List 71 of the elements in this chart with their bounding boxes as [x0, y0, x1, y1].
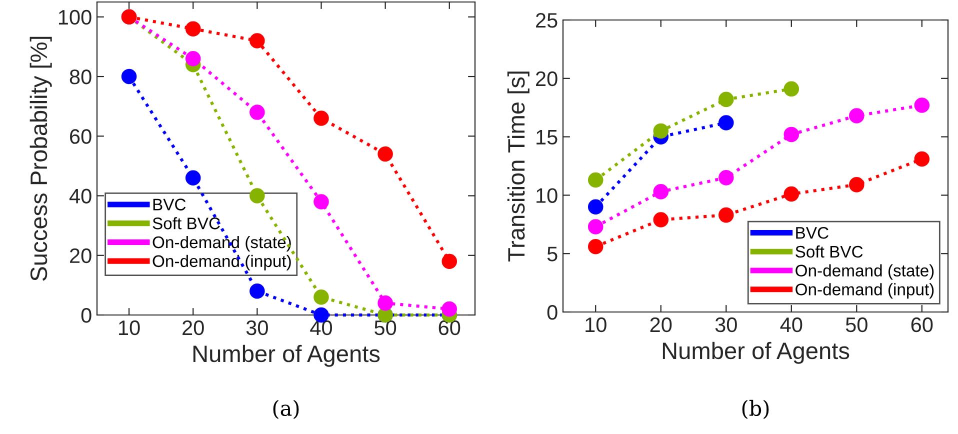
y-axis-title: Transition Time [s] [507, 72, 530, 262]
legend-label: BVC [796, 226, 828, 239]
point [653, 123, 669, 139]
legend-label: On-demand (input) [152, 254, 291, 270]
text: (b) [742, 400, 769, 419]
x-tick-label: 30 [715, 317, 737, 332]
x-tick-label: 50 [846, 317, 868, 332]
point [849, 177, 864, 192]
point [314, 289, 329, 305]
point [442, 301, 458, 317]
x-tick-label: 50 [374, 320, 396, 336]
legend-label: Soft BVC [796, 245, 863, 258]
point [653, 212, 669, 228]
y-tick-label: 0 [547, 305, 558, 320]
point [121, 68, 137, 84]
point [588, 219, 604, 234]
x-tick-label: 20 [182, 320, 204, 336]
point [849, 108, 864, 124]
y-tick-label: 5 [547, 246, 558, 262]
x-tick-label: 40 [310, 320, 332, 336]
point [378, 146, 393, 162]
point [718, 170, 734, 186]
y-tick-label: 0 [81, 308, 92, 323]
point [314, 110, 329, 126]
y-tick-label: 100 [58, 10, 92, 25]
x-tick-label: 40 [780, 317, 802, 332]
x-tick-label: 60 [911, 317, 933, 332]
point [588, 238, 604, 254]
point [250, 104, 265, 120]
point [718, 207, 734, 223]
point [718, 115, 734, 130]
y-tick-label: 20 [70, 248, 92, 264]
point [914, 151, 930, 167]
x-tick-label: 60 [438, 320, 460, 336]
point [250, 33, 265, 48]
text: (a) [273, 400, 299, 419]
point [588, 172, 604, 188]
x-tick-label: 10 [586, 317, 606, 332]
x-tick-label: 10 [119, 320, 140, 336]
point [653, 184, 669, 200]
point [185, 51, 201, 66]
y-tick-label: 15 [536, 130, 558, 145]
point [784, 81, 800, 97]
point [718, 92, 734, 108]
legend-label: On-demand (input) [796, 283, 934, 299]
legend-label: On-demand (state) [152, 236, 291, 252]
x-axis-title: Number of Agents [662, 342, 850, 364]
point [784, 186, 800, 202]
point [442, 254, 458, 269]
y-tick-label: 20 [536, 71, 558, 86]
y-tick-label: 80 [70, 70, 92, 84]
point [250, 284, 265, 299]
legend-label: BVC [153, 198, 186, 210]
point [250, 188, 265, 204]
point [185, 170, 201, 186]
y-axis-title: Success Probability [%] [30, 36, 52, 281]
y-tick-label: 60 [70, 129, 92, 144]
x-axis-title: Number of Agents [193, 344, 380, 367]
point [378, 295, 393, 311]
point [588, 199, 604, 215]
point [914, 98, 930, 113]
y-tick-label: 25 [536, 13, 558, 28]
x-tick-label: 30 [246, 320, 268, 336]
legend-label: On-demand (state) [796, 264, 934, 280]
point [314, 194, 329, 210]
y-tick-label: 10 [536, 188, 558, 203]
y-tick-label: 40 [69, 188, 92, 204]
x-tick-label: 20 [650, 317, 672, 332]
point [185, 21, 201, 36]
point [784, 126, 800, 142]
legend-label: Soft BVC [152, 217, 220, 230]
